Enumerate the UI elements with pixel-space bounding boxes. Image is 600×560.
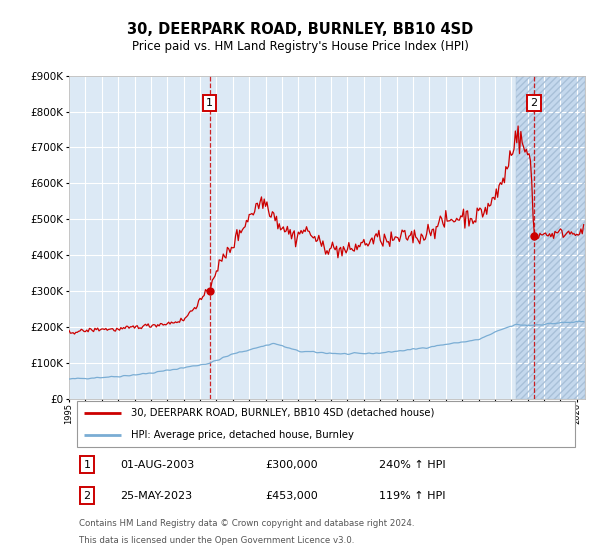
Text: £453,000: £453,000 [265, 491, 318, 501]
Text: 119% ↑ HPI: 119% ↑ HPI [379, 491, 445, 501]
Text: This data is licensed under the Open Government Licence v3.0.: This data is licensed under the Open Gov… [79, 536, 355, 545]
Text: 1: 1 [206, 98, 213, 108]
Text: 2: 2 [83, 491, 91, 501]
Text: Price paid vs. HM Land Registry's House Price Index (HPI): Price paid vs. HM Land Registry's House … [131, 40, 469, 53]
Text: Contains HM Land Registry data © Crown copyright and database right 2024.: Contains HM Land Registry data © Crown c… [79, 520, 415, 529]
Text: HPI: Average price, detached house, Burnley: HPI: Average price, detached house, Burn… [131, 430, 354, 440]
Text: 01-AUG-2003: 01-AUG-2003 [121, 460, 195, 469]
Text: 30, DEERPARK ROAD, BURNLEY, BB10 4SD: 30, DEERPARK ROAD, BURNLEY, BB10 4SD [127, 22, 473, 38]
FancyBboxPatch shape [77, 401, 575, 447]
Bar [516, 76, 585, 399]
Text: £300,000: £300,000 [265, 460, 318, 469]
Text: 240% ↑ HPI: 240% ↑ HPI [379, 460, 445, 469]
Text: 25-MAY-2023: 25-MAY-2023 [121, 491, 193, 501]
Bar [516, 76, 585, 399]
Text: 30, DEERPARK ROAD, BURNLEY, BB10 4SD (detached house): 30, DEERPARK ROAD, BURNLEY, BB10 4SD (de… [131, 408, 434, 418]
Text: 1: 1 [83, 460, 91, 469]
Text: 2: 2 [530, 98, 538, 108]
